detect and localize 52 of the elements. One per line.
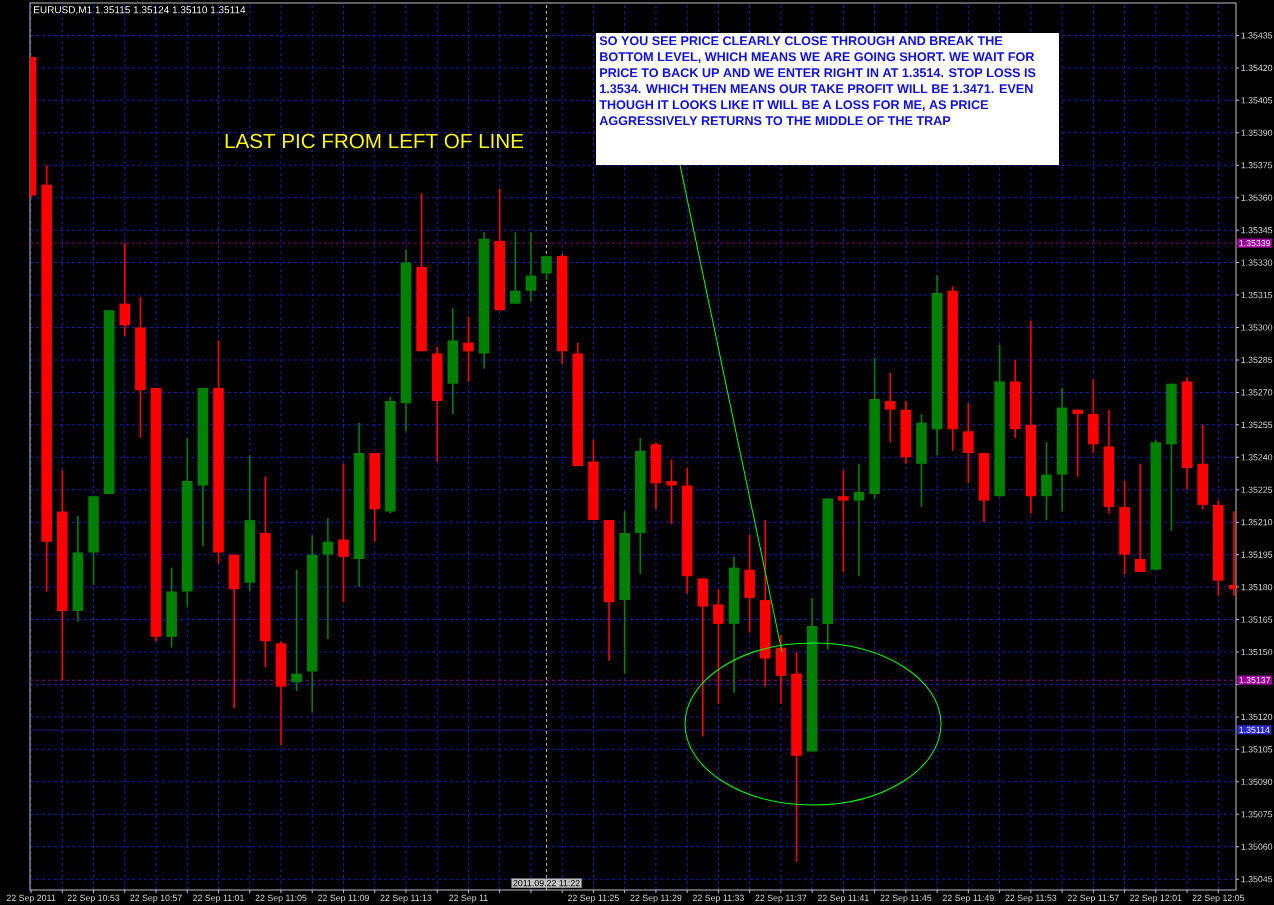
x-tick-label: 22 Sep 11:45 xyxy=(880,894,932,903)
x-tick-label: 22 Sep 11:25 xyxy=(568,894,619,903)
y-tick-label: 1.35150 xyxy=(1241,648,1273,656)
y-tick-label: 1.35390 xyxy=(1241,129,1273,136)
y-tick-label: 1.35090 xyxy=(1241,778,1273,785)
y-tick-label: 1.35075 xyxy=(1241,811,1273,818)
y-tick-label: 1.35165 xyxy=(1241,616,1273,623)
x-tick-label: 22 Sep 11:05 xyxy=(255,894,307,903)
x-tick-label: 22 Sep 12:01 xyxy=(1130,894,1182,903)
y-tick-label: 1.35420 xyxy=(1241,64,1273,71)
y-tick-label: 1.35315 xyxy=(1241,291,1273,299)
y-tick-label: 1.35360 xyxy=(1241,194,1273,201)
y-tick-label: 1.35285 xyxy=(1241,356,1273,364)
x-tick-label: 22 Sep 10:53 xyxy=(67,894,120,903)
y-tick-label: 1.35210 xyxy=(1241,519,1273,526)
annotation: LAST PIC FROM LEFT OF LINE xyxy=(225,133,524,149)
x-tick-label: 22 Sep 11:37 xyxy=(755,894,807,903)
y-tick-label: 1.35105 xyxy=(1241,746,1273,753)
y-tick-label: 1.35060 xyxy=(1241,843,1273,850)
y-tick-label: 1.35045 xyxy=(1241,876,1273,883)
y-tick-label: 1.35375 xyxy=(1241,162,1273,169)
ref-line-label: 2011.09.22 11:22 xyxy=(513,879,580,887)
y-tick-label: 1.35240 xyxy=(1241,454,1273,461)
chart-title: EURUSD,M1 1.35115 1.35124 1.35110 1.35114 xyxy=(34,6,246,15)
x-tick-label: 22 Sep 12:05 xyxy=(1192,894,1245,903)
ref-line-label: 1.35339 xyxy=(1239,240,1271,247)
x-tick-label: 22 Sep 11:01 xyxy=(193,894,244,903)
y-tick-label: 1.35180 xyxy=(1241,583,1273,591)
x-tick-label: 22 Sep 11:29 xyxy=(630,894,682,903)
y-tick-label: 1.35120 xyxy=(1241,713,1273,721)
y-tick-label: 1.35345 xyxy=(1241,227,1273,234)
x-tick-label: 22 Sep 11:09 xyxy=(318,894,369,903)
x-tick-label: 22 Sep 11:53 xyxy=(1005,894,1057,903)
y-tick-label: 1.35300 xyxy=(1241,324,1273,331)
x-tick-label: 22 Sep 11:57 xyxy=(1067,894,1119,903)
y-tick-label: 1.35195 xyxy=(1241,551,1273,558)
x-tick-label: 22 Sep 11:13 xyxy=(380,894,432,903)
y-tick-label: 1.35270 xyxy=(1241,389,1273,396)
x-tick-label: 22 Sep 2011 xyxy=(6,894,56,903)
x-tick-label: 22 Sep 11:33 xyxy=(692,894,744,903)
x-tick-label: 22 Sep 11:41 xyxy=(817,894,869,903)
y-tick-label: 1.35405 xyxy=(1241,97,1273,104)
x-tick-label: 22 Sep 10:57 xyxy=(130,894,182,903)
y-tick-label: 1.35330 xyxy=(1241,259,1273,266)
x-tick-label: 22 Sep 11 xyxy=(449,894,488,903)
y-tick-label: 1.35225 xyxy=(1241,486,1273,493)
y-tick-label: 1.35255 xyxy=(1241,421,1273,428)
ref-line-label: 1.35114 xyxy=(1239,726,1270,733)
x-tick-label: 22 Sep 11:49 xyxy=(942,894,994,903)
y-tick-label: 1.35435 xyxy=(1241,32,1273,39)
annotation: SO YOU SEE PRICE CLEARLY CLOSE THROUGH AND BREAK THE BOTTOM LEVEL, WHICH MEANS WE ARE GOING SHORT. WE WAIT FOR PRICE TO BACK UP AND WE ENTER RIGHT IN AT 1.3514. STOP LOSS IS 1.3534. WHICH THEN MEANS OUR TAKE PROFIT WILL BE 1.3471. EVEN THOUGH IT LOOKS LIKE IT WILL BE A LOSS FOR ME, AS PRICE AGGRESSIVELY RETURNS TO THE MIDDLE OF THE TRAP xyxy=(599,36,1036,126)
ref-line-label: 1.35137 xyxy=(1239,677,1271,684)
